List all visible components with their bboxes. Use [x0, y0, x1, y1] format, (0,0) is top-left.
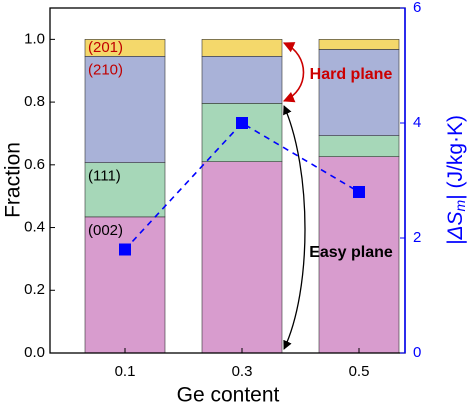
segment-label: (201) — [88, 39, 123, 56]
y2-tick-label: 0 — [413, 344, 421, 361]
y-tick-label: 0.6 — [24, 156, 45, 173]
bar-segment — [84, 39, 166, 57]
segment-label: (002) — [88, 222, 123, 239]
easy-plane-arrow — [283, 105, 306, 350]
y2-tick-label: 4 — [413, 114, 421, 131]
hard-plane-arrow — [282, 42, 305, 103]
plot-area: (002) (111) (210) (201) — [84, 39, 400, 354]
y2-label-rest: | (J/kg·K) — [444, 115, 467, 200]
segment-label: (210) — [88, 61, 123, 78]
bar-segment — [84, 162, 166, 218]
bar-segment — [201, 39, 283, 57]
segment-label: (111) — [88, 168, 121, 185]
y-tick-label: 0.2 — [24, 281, 45, 298]
line-marker — [119, 243, 131, 256]
bar-segment — [201, 103, 283, 162]
annotation: Hard plane — [310, 66, 393, 83]
y2-tick-label: 6 — [413, 0, 421, 16]
y-tick-label: 0.0 — [24, 344, 45, 361]
bar-segment — [84, 216, 166, 354]
bar-segment — [318, 49, 400, 136]
bar-segment — [201, 55, 283, 104]
x-tick-label: 0.5 — [349, 363, 370, 380]
y2-axis-label: |ΔSm| (J/kg·K) — [444, 115, 468, 245]
y2-tick-label: 2 — [413, 229, 421, 246]
line-marker — [353, 186, 365, 198]
bar-segment — [318, 135, 400, 157]
y-axis-label: Fraction — [2, 142, 25, 218]
y2-label-sub: m — [452, 199, 468, 211]
y2-label-main: |ΔS — [444, 211, 467, 245]
line-series — [124, 121, 360, 251]
y-tick-label: 1.0 — [24, 30, 45, 47]
y-tick-label: 0.8 — [24, 93, 45, 110]
y-tick-label: 0.4 — [24, 219, 45, 236]
bar-segment — [201, 161, 283, 354]
line-marker — [236, 117, 248, 129]
x-tick-label: 0.1 — [115, 363, 136, 380]
annotation: Easy plane — [309, 244, 393, 261]
bar-segment — [318, 39, 400, 50]
x-tick-label: 0.3 — [232, 363, 253, 380]
x-axis-label: Ge content — [177, 384, 280, 407]
